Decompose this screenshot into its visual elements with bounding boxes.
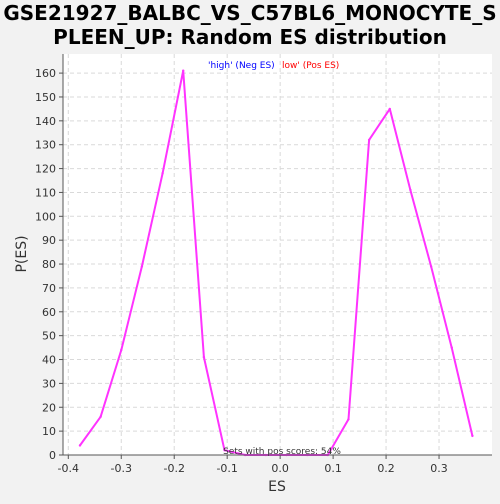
y-tick-label: 10 [42, 425, 56, 438]
x-tick-label: -0.1 [216, 462, 237, 475]
y-tick-label: 100 [35, 210, 56, 223]
y-ticks: 0 10 20 30 40 50 60 70 80 90 100 110 120 130 140 150 160 [35, 67, 63, 462]
data-point [471, 434, 474, 438]
x-tick-label: 0.2 [377, 462, 395, 475]
y-tick-label: 140 [35, 115, 56, 128]
chart-title-line2: PLEEN_UP: Random ES distribution [53, 25, 447, 49]
x-tick-label: 0.0 [271, 462, 289, 475]
y-tick-label: 160 [35, 67, 56, 80]
data-point [99, 415, 102, 419]
y-tick-label: 40 [42, 354, 56, 367]
y-axis-label: P(ES) [14, 235, 30, 272]
y-tick-label: 0 [49, 449, 56, 462]
data-point [429, 265, 433, 268]
x-tick-label: -0.2 [163, 462, 184, 475]
data-point [388, 107, 391, 111]
y-tick-label: 80 [42, 258, 56, 271]
data-point [120, 348, 123, 352]
pos-score-annotation: Sets with pos scores: 54% [223, 447, 341, 457]
y-tick-label: 110 [35, 186, 56, 199]
y-tick-label: 90 [42, 234, 56, 247]
y-tick-label: 70 [42, 282, 56, 295]
y-tick-label: 20 [42, 401, 56, 414]
legend-high-label: 'high' (Neg ES) [208, 61, 275, 71]
chart-title-line1: GSE21927_BALBC_VS_C57BL6_MONOCYTE_S [3, 1, 496, 25]
data-point [409, 188, 412, 192]
data-point [182, 69, 185, 72]
y-tick-label: 60 [42, 306, 56, 319]
y-tick-label: 120 [35, 163, 56, 176]
data-point [140, 265, 144, 268]
data-point [78, 444, 82, 447]
data-point [450, 346, 453, 349]
data-point [223, 449, 226, 452]
x-tick-label: -0.3 [111, 462, 132, 475]
x-ticks: -0.4 -0.3 -0.2 -0.1 0.0 0.1 0.2 0.3 [58, 455, 448, 475]
x-tick-label: -0.4 [58, 462, 79, 475]
data-point [202, 355, 206, 359]
grid-layer [63, 54, 492, 456]
data-point [367, 138, 371, 142]
legend-low-label: low' (Pos ES) [282, 61, 339, 71]
x-tick-label: 0.3 [430, 462, 448, 475]
y-tick-label: 30 [42, 377, 56, 390]
y-tick-label: 50 [42, 330, 56, 343]
y-tick-label: 130 [35, 139, 56, 152]
y-tick-label: 150 [35, 91, 56, 104]
x-tick-label: 0.1 [324, 462, 342, 475]
data-point [347, 417, 350, 421]
x-axis-label: ES [268, 479, 286, 495]
data-point [161, 172, 164, 175]
